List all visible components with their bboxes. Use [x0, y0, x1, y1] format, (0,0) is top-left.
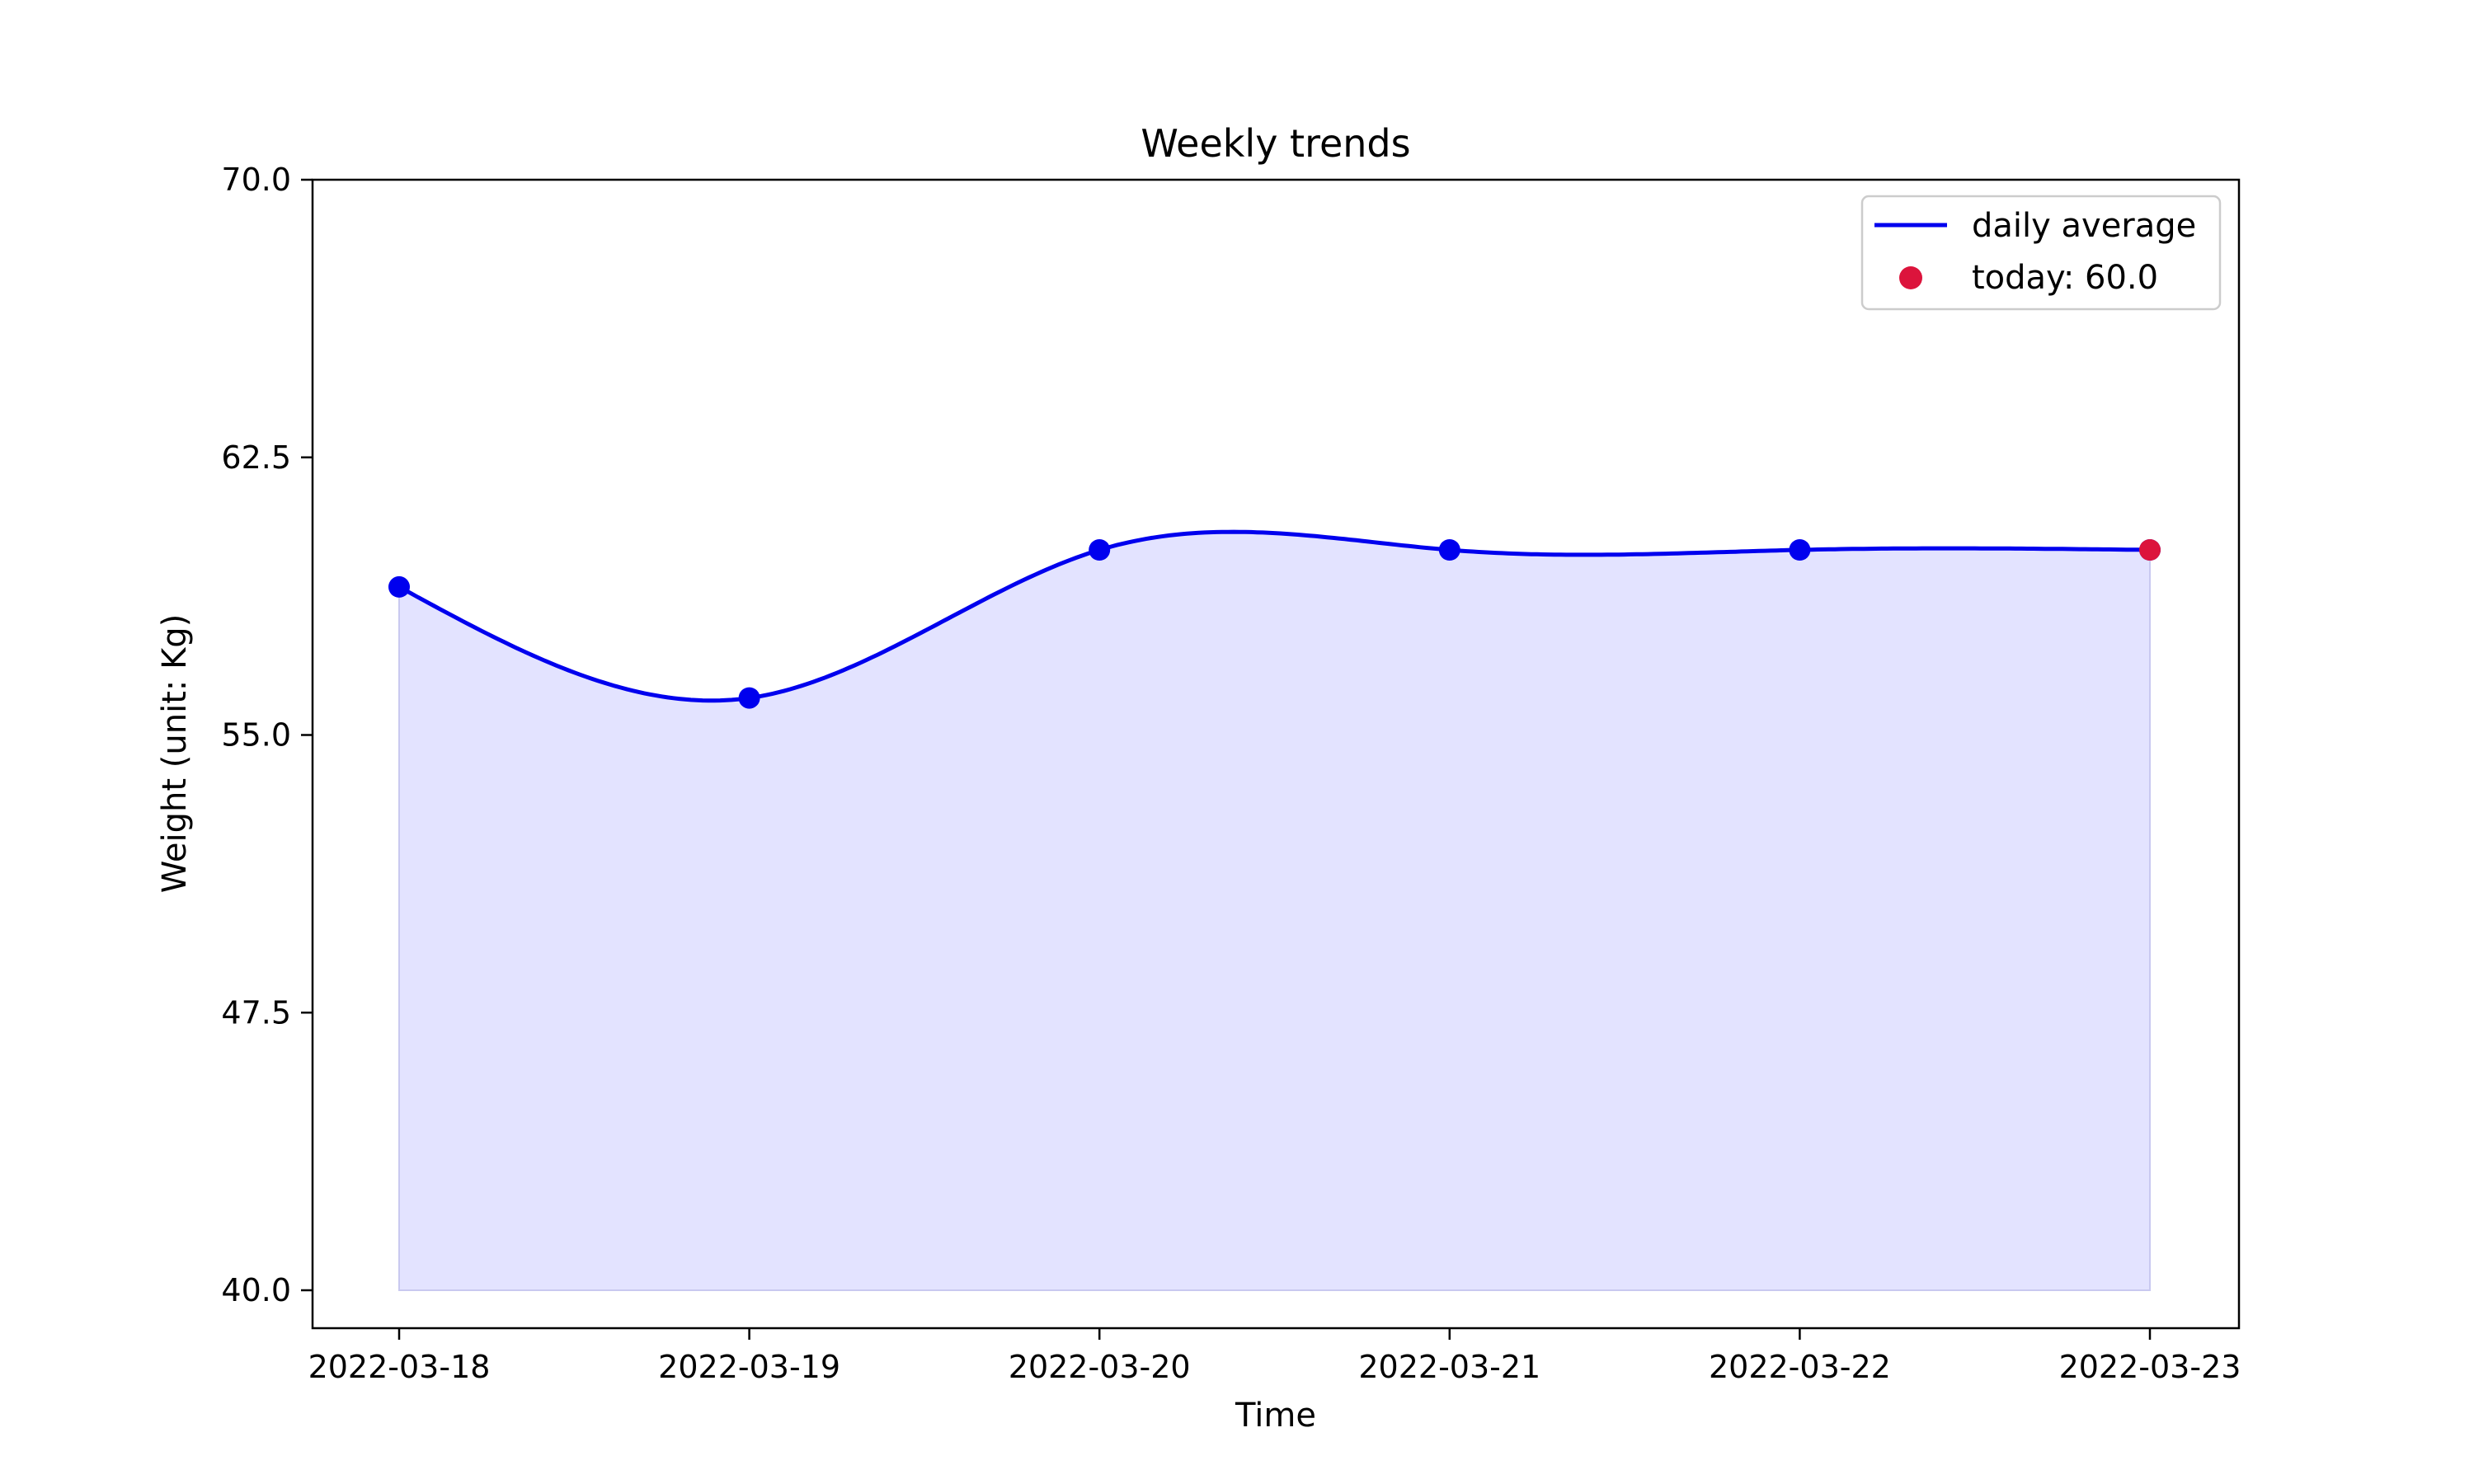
- chart-title: Weekly trends: [1141, 121, 1410, 166]
- axes-frame: [311, 178, 2241, 1330]
- y-tick-label: 62.5: [221, 439, 291, 476]
- y-axis: 40.0 47.5 55.0 62.5 70.0: [221, 162, 313, 1308]
- y-tick-label: 55.0: [221, 717, 291, 754]
- x-tick-label: 2022-03-19: [658, 1349, 840, 1385]
- y-tick-label: 40.0: [221, 1272, 291, 1308]
- legend-label-daily-average: daily average: [1972, 207, 2196, 245]
- x-axis: 2022-03-18 2022-03-19 2022-03-20 2022-03-21…: [308, 1328, 2241, 1385]
- y-tick-label: 47.5: [221, 994, 291, 1031]
- x-tick-label: 2022-03-23: [2059, 1349, 2241, 1385]
- today-point: [2139, 539, 2161, 561]
- x-tick-label: 2022-03-20: [1009, 1349, 1191, 1385]
- plot-area: [388, 529, 2161, 1291]
- data-point: [1789, 539, 1811, 561]
- series-line-daily-average: [397, 529, 2151, 703]
- data-point: [738, 687, 760, 709]
- x-tick-label: 2022-03-18: [308, 1349, 491, 1385]
- legend-dot-swatch: [1899, 266, 1922, 289]
- data-point: [388, 575, 410, 598]
- x-axis-label: Time: [1235, 1397, 1316, 1435]
- legend-label-today: today: 60.0: [1972, 259, 2158, 297]
- x-tick-label: 2022-03-22: [1709, 1349, 1891, 1385]
- data-point: [1438, 539, 1460, 561]
- legend: daily average today: 60.0: [1860, 195, 2222, 311]
- data-points: [388, 539, 2161, 709]
- area-fill: [398, 531, 2151, 1291]
- data-point: [1089, 539, 1111, 561]
- x-tick-label: 2022-03-21: [1358, 1349, 1540, 1385]
- y-axis-label: Weight (unit: Kg): [156, 614, 194, 894]
- y-tick-label: 70.0: [221, 162, 291, 198]
- legend-box: [1860, 195, 2222, 311]
